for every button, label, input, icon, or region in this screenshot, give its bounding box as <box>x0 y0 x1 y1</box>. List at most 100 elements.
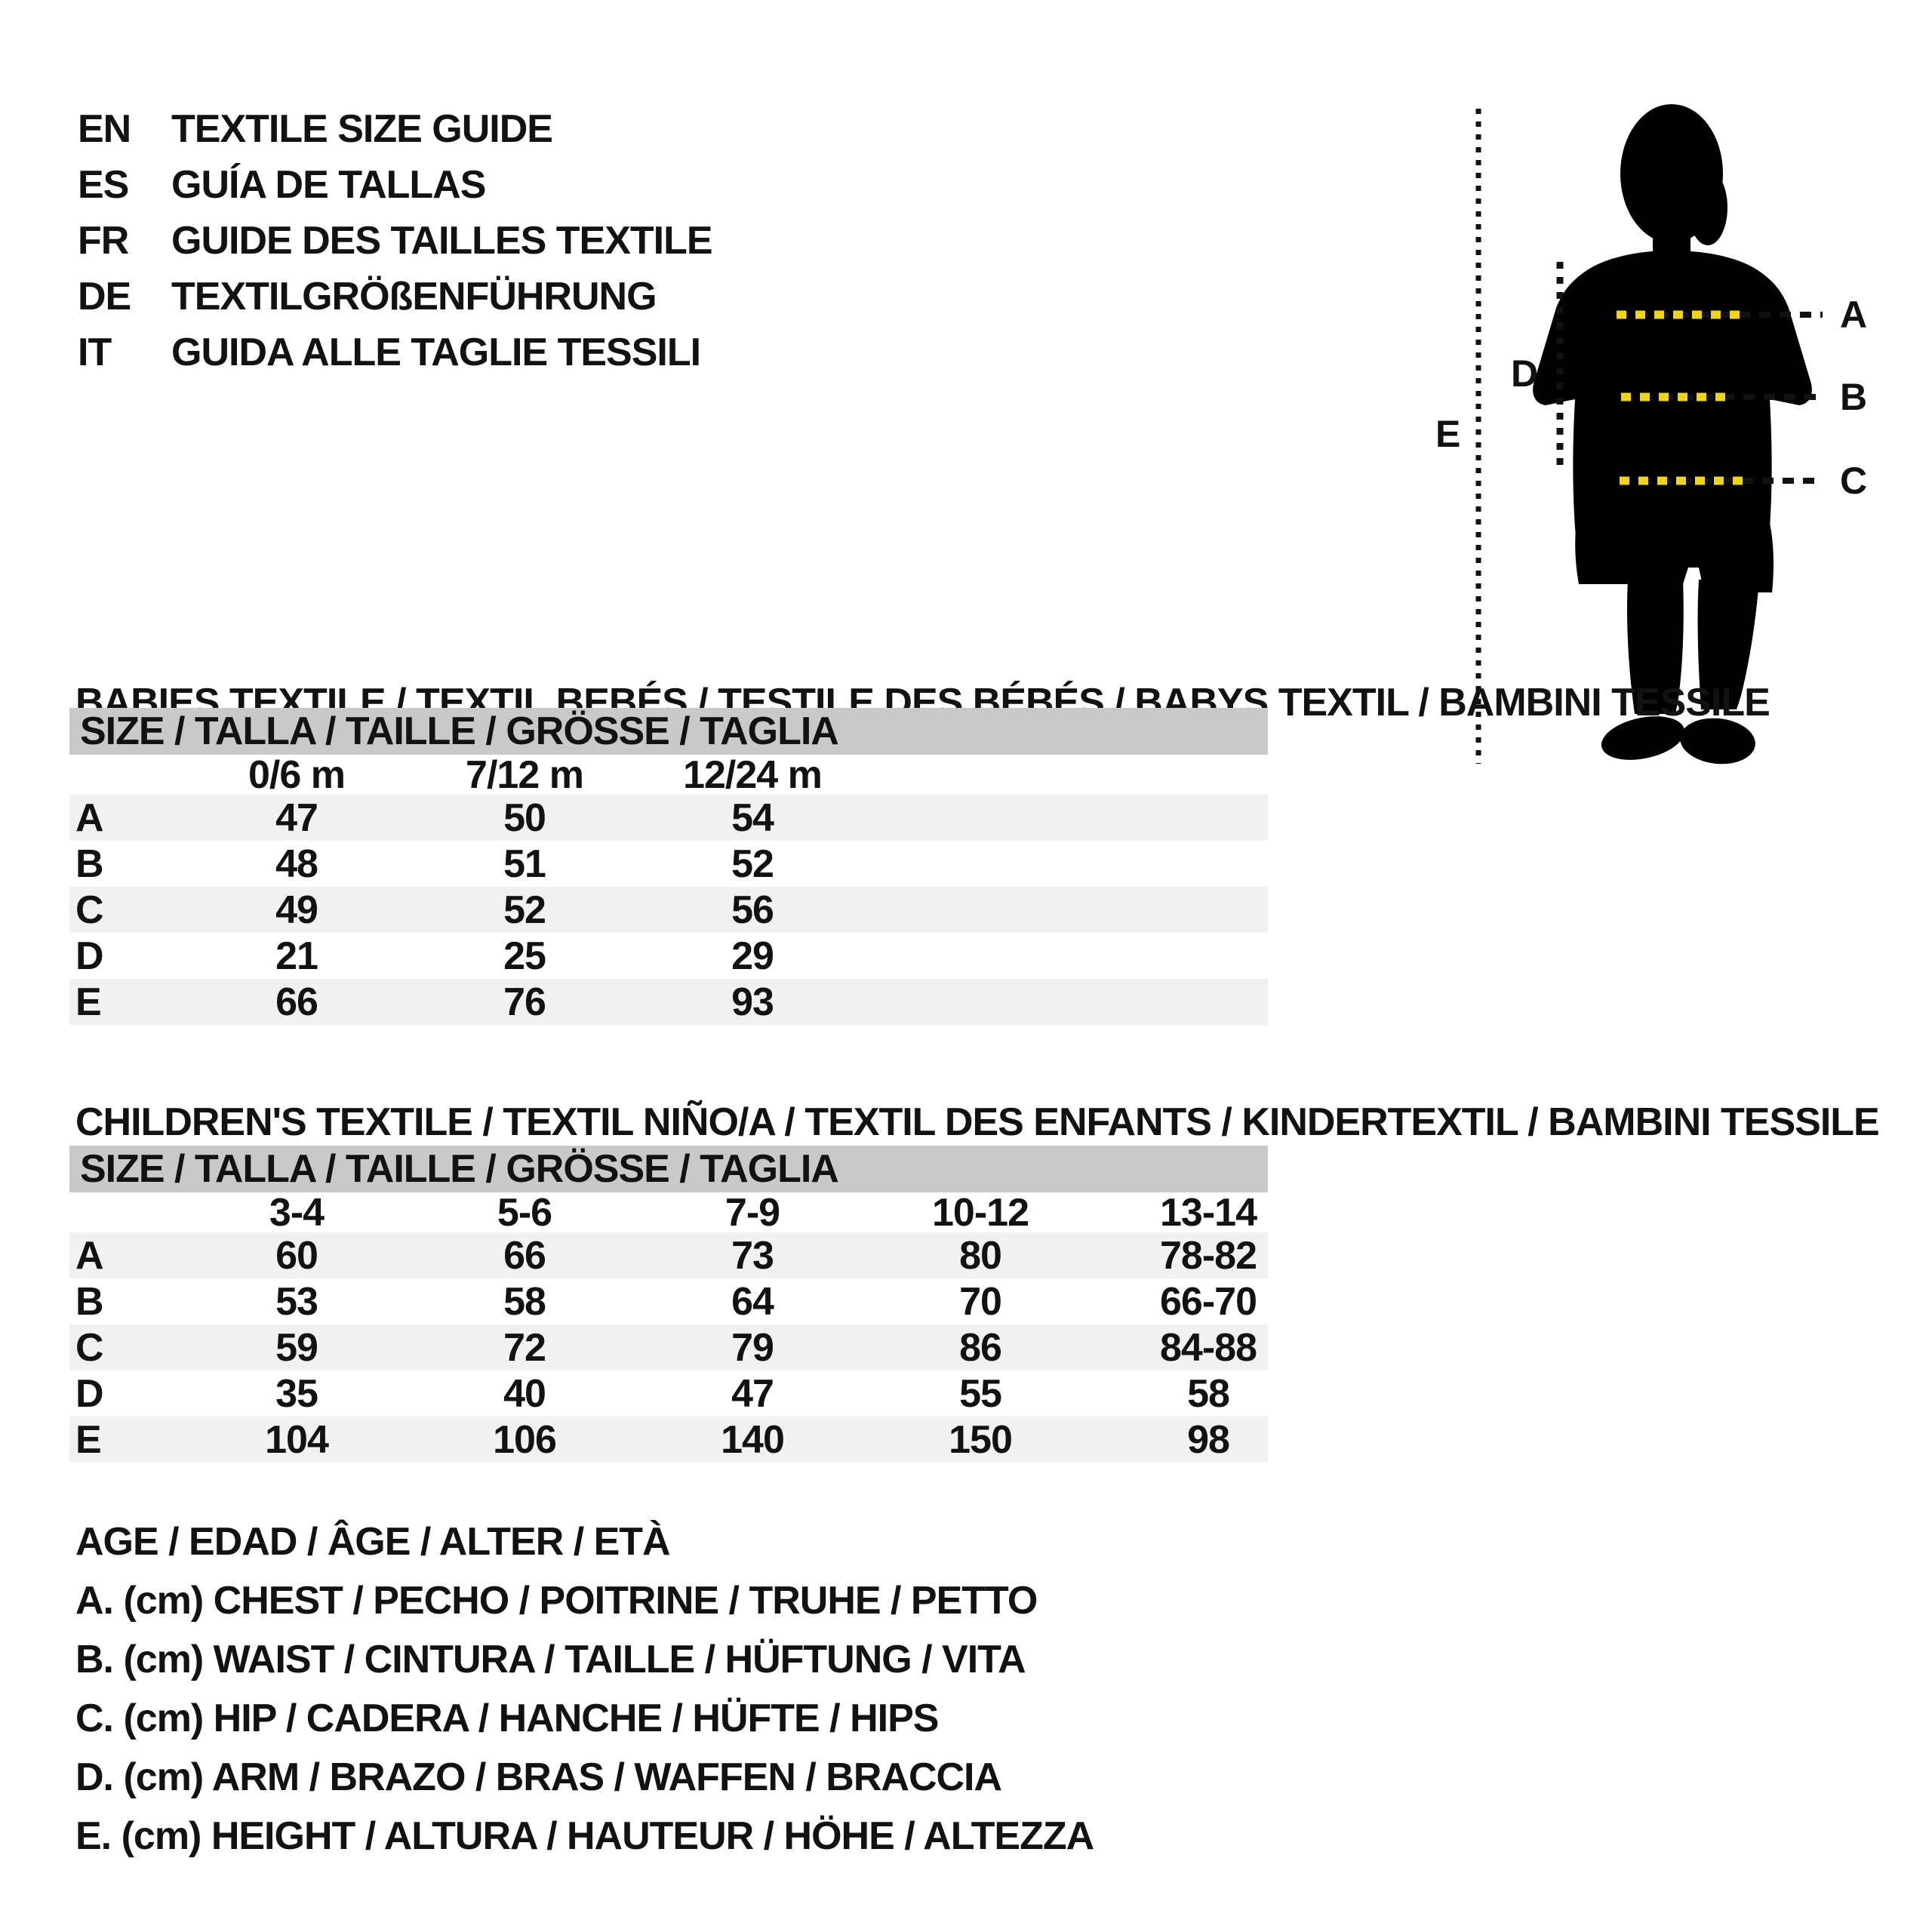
table-cell: 40 <box>503 1371 546 1416</box>
table-cell: 79 <box>731 1325 774 1370</box>
legend-line-chest: A. (cm) CHEST / PECHO / POITRINE / TRUHE… <box>75 1579 1038 1623</box>
table-row: C 59 72 79 86 84-88 <box>69 1324 1268 1371</box>
babies-size-header-bar: SIZE / TALLA / TAILLE / GRÖSSE / TAGLIA <box>69 708 1268 755</box>
table-cell: 70 <box>959 1279 1002 1324</box>
table-cell: 25 <box>503 934 546 978</box>
table-cell: 54 <box>731 795 774 840</box>
table-cell: 66-70 <box>1160 1279 1257 1324</box>
children-section-title: CHILDREN'S TEXTILE / TEXTIL NIÑO/A / TEX… <box>75 1100 1880 1145</box>
language-row-it: IT GUIDA ALLE TAGLIE TESSILI <box>78 325 712 380</box>
table-cell: 50 <box>503 795 546 840</box>
table-cell: 86 <box>959 1325 1002 1370</box>
column-header: 5-6 <box>497 1190 552 1235</box>
table-cell: 58 <box>503 1279 546 1324</box>
table-cell: 104 <box>265 1417 329 1462</box>
table-cell: 72 <box>503 1325 546 1370</box>
table-cell: 51 <box>503 841 546 886</box>
table-cell: 29 <box>731 934 774 978</box>
figure-label-e: E <box>1435 413 1460 455</box>
guide-title-fr: GUIDE DES TAILLES TEXTILE <box>171 219 713 263</box>
table-cell: 58 <box>1187 1371 1230 1416</box>
column-header: 3-4 <box>269 1190 325 1235</box>
table-cell: 49 <box>275 888 318 932</box>
row-label: A <box>75 795 104 840</box>
child-silhouette <box>1533 104 1812 764</box>
language-row-en: EN TEXTILE SIZE GUIDE <box>78 101 712 157</box>
figure-label-c: C <box>1840 460 1867 502</box>
column-header: 10-12 <box>932 1190 1029 1235</box>
legend-line-arm: D. (cm) ARM / BRAZO / BRAS / WAFFEN / BR… <box>75 1755 1002 1799</box>
table-cell: 53 <box>275 1279 318 1324</box>
row-label: D <box>75 934 104 978</box>
guide-title-en: TEXTILE SIZE GUIDE <box>171 107 553 151</box>
language-code: IT <box>78 331 112 374</box>
language-row-es: ES GUÍA DE TALLAS <box>78 157 712 213</box>
language-row-de: DE TEXTILGRÖßENFÜHRUNG <box>78 269 712 325</box>
table-row: B 48 51 52 <box>69 841 1268 887</box>
table-cell: 56 <box>731 888 774 932</box>
row-label: D <box>75 1371 104 1416</box>
language-title-list: EN TEXTILE SIZE GUIDE ES GUÍA DE TALLAS … <box>78 101 713 380</box>
table-cell: 84-88 <box>1160 1325 1257 1370</box>
column-header: 7/12 m <box>466 752 584 797</box>
column-header: 7-9 <box>724 1190 780 1235</box>
table-row: B 53 58 64 70 66-70 <box>69 1278 1268 1324</box>
table-cell: 48 <box>275 841 318 886</box>
row-label: C <box>75 888 104 932</box>
table-row: D 35 40 47 55 58 <box>69 1371 1268 1417</box>
table-row: C 49 52 56 <box>69 887 1268 933</box>
column-header: 12/24 m <box>683 752 823 797</box>
table-cell: 66 <box>275 980 318 1024</box>
guide-title-es: GUÍA DE TALLAS <box>171 163 486 207</box>
table-cell: 52 <box>503 888 546 932</box>
table-row: A 60 66 73 80 78-82 <box>69 1232 1268 1278</box>
table-cell: 52 <box>731 841 774 886</box>
table-cell: 35 <box>275 1371 318 1416</box>
children-size-table: SIZE / TALLA / TAILLE / GRÖSSE / TAGLIA … <box>69 1146 1268 1463</box>
language-row-fr: FR GUIDE DES TAILLES TEXTILE <box>78 213 713 269</box>
measurement-legend: AGE / EDAD / ÂGE / ALTER / ETÀ A. (cm) C… <box>75 1512 1094 1866</box>
guide-title-de: TEXTILGRÖßENFÜHRUNG <box>171 275 657 318</box>
row-label: E <box>75 980 102 1024</box>
guide-title-it: GUIDA ALLE TAGLIE TESSILI <box>171 331 701 374</box>
table-row: E 104 106 140 150 98 <box>69 1417 1268 1463</box>
table-cell: 47 <box>731 1371 774 1416</box>
table-cell: 93 <box>731 980 774 1024</box>
table-cell: 55 <box>959 1371 1002 1416</box>
table-cell: 98 <box>1187 1417 1230 1462</box>
language-code: ES <box>78 163 129 207</box>
table-cell: 73 <box>731 1233 774 1278</box>
children-size-header-bar: SIZE / TALLA / TAILLE / GRÖSSE / TAGLIA <box>69 1146 1268 1192</box>
row-label: B <box>75 1279 104 1324</box>
row-label: E <box>75 1417 102 1462</box>
table-cell: 80 <box>959 1233 1002 1278</box>
figure-label-d: D <box>1511 352 1538 395</box>
row-label: A <box>75 1233 104 1278</box>
table-cell: 66 <box>503 1233 546 1278</box>
table-cell: 59 <box>275 1325 318 1370</box>
language-code: DE <box>78 275 131 318</box>
table-cell: 60 <box>275 1233 318 1278</box>
babies-column-headers: 0/6 m 7/12 m 12/24 m <box>69 752 1268 797</box>
figure-label-b: B <box>1840 376 1867 418</box>
measurement-figure: A B C D E <box>1435 104 1867 764</box>
legend-line-age: AGE / EDAD / ÂGE / ALTER / ETÀ <box>75 1520 671 1564</box>
table-cell: 140 <box>721 1417 785 1462</box>
language-code: EN <box>78 107 131 151</box>
legend-line-height: E. (cm) HEIGHT / ALTURA / HAUTEUR / HÖHE… <box>75 1814 1094 1858</box>
language-code: FR <box>78 219 129 263</box>
table-cell: 64 <box>731 1279 774 1324</box>
figure-label-a: A <box>1840 294 1867 336</box>
table-cell: 21 <box>275 934 318 978</box>
table-row: A 47 50 54 <box>69 795 1268 841</box>
column-header: 0/6 m <box>248 752 346 797</box>
column-header: 13-14 <box>1160 1190 1257 1235</box>
table-row: D 21 25 29 <box>69 933 1268 979</box>
table-cell: 150 <box>949 1417 1013 1462</box>
table-cell: 106 <box>493 1417 557 1462</box>
table-cell: 78-82 <box>1160 1233 1257 1278</box>
table-row: E 66 76 93 <box>69 979 1268 1025</box>
children-column-headers: 3-4 5-6 7-9 10-12 13-14 <box>69 1190 1268 1235</box>
babies-size-table: SIZE / TALLA / TAILLE / GRÖSSE / TAGLIA … <box>69 708 1268 1025</box>
